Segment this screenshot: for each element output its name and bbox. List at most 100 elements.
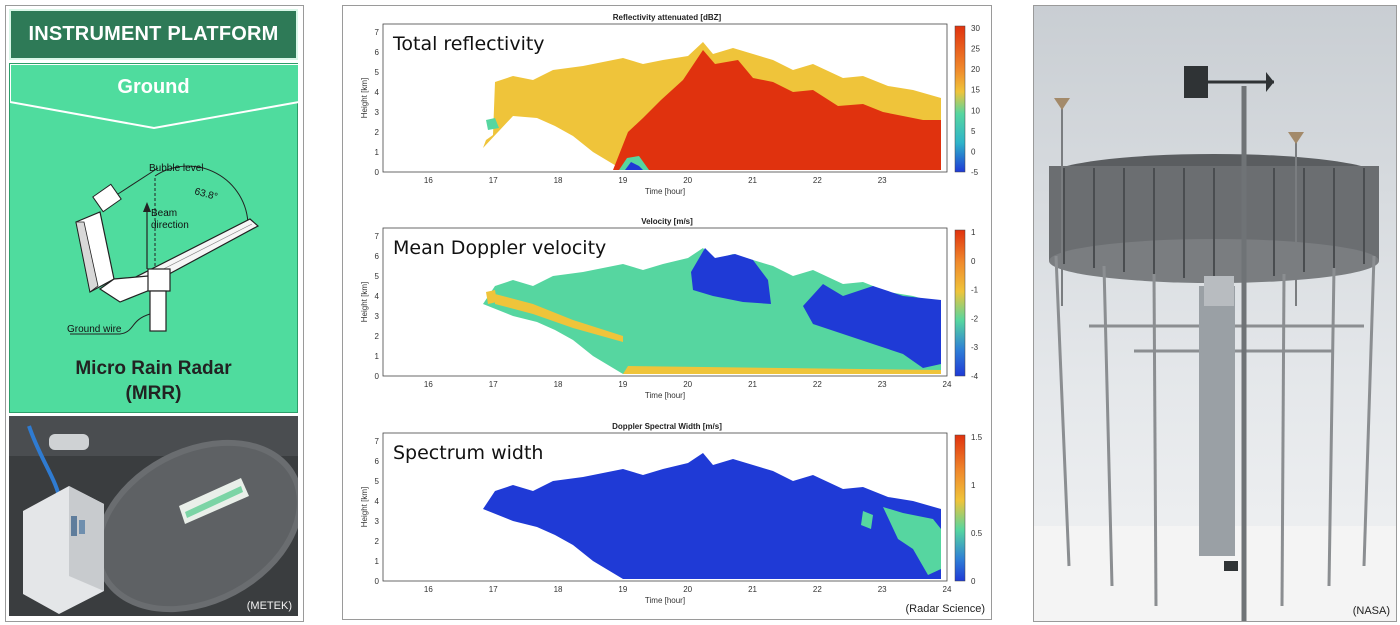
x-tick-label: 19 — [618, 176, 627, 185]
y-tick-label: 4 — [375, 497, 380, 506]
colorbar-tick-label: 30 — [971, 24, 980, 33]
x-tick-label: 16 — [424, 585, 433, 594]
plot1-title: Reflectivity attenuated [dBZ] — [612, 13, 722, 22]
x-tick-label: 22 — [813, 380, 822, 389]
x-tick-label: 21 — [748, 176, 757, 185]
plot3-title: Doppler Spectral Width [m/s] — [612, 422, 722, 431]
x-tick-label: 17 — [489, 585, 498, 594]
nasa-photo-panel: (NASA) — [1033, 5, 1397, 622]
colorbar-tick-label: 1.5 — [971, 433, 983, 442]
y-tick-label: 3 — [375, 108, 380, 117]
mrr-diagram: Bubble level 63.8° Beam direction Ground… — [10, 64, 299, 335]
y-tick-label: 4 — [375, 292, 380, 301]
x-tick-label: 18 — [554, 380, 563, 389]
bubble-level-label: Bubble level — [149, 163, 203, 174]
colorbar-tick-label: 0 — [971, 147, 976, 156]
ground-wire-label: Ground wire — [67, 324, 122, 335]
instrument-name-line2: (MRR) — [125, 383, 182, 404]
colorbar-tick-label: 25 — [971, 45, 980, 54]
x-tick-label: 22 — [813, 585, 822, 594]
plot2-xlabel: Time [hour] — [645, 391, 685, 400]
ground-section: Bubble level 63.8° Beam direction Ground… — [9, 63, 299, 413]
x-tick-label: 22 — [813, 176, 822, 185]
colorbar-tick-label: -3 — [971, 343, 979, 352]
instrument-name: Micro Rain Radar (MRR) — [10, 356, 297, 406]
y-tick-label: 3 — [375, 312, 380, 321]
colorbar-tick-label: -1 — [971, 286, 979, 295]
y-tick-label: 1 — [375, 352, 380, 361]
mrr-photo-illustration — [9, 416, 298, 616]
x-tick-label: 18 — [554, 176, 563, 185]
mrr-photo: (METEK) — [9, 416, 298, 616]
y-tick-label: 6 — [375, 252, 380, 261]
y-tick-label: 3 — [375, 517, 380, 526]
y-tick-label: 0 — [375, 168, 380, 177]
nasa-credit: (NASA) — [1352, 605, 1390, 617]
x-tick-label: 24 — [943, 585, 952, 594]
y-tick-label: 1 — [375, 148, 380, 157]
y-tick-label: 2 — [375, 128, 380, 137]
colorbar-tick-label: 1 — [971, 481, 976, 490]
colorbar-tick-label: 0 — [971, 577, 976, 586]
metek-credit: (METEK) — [246, 600, 292, 612]
x-tick-label: 20 — [683, 585, 692, 594]
radar-plots-panel: Reflectivity attenuated [dBZ] Total refl… — [342, 5, 992, 620]
beam-label-2: direction — [151, 220, 189, 231]
plot3-xlabel: Time [hour] — [645, 596, 685, 605]
x-tick-label: 23 — [878, 585, 887, 594]
y-tick-label: 6 — [375, 48, 380, 57]
plot3-ylabel: Height [km] — [360, 487, 369, 527]
colorbar-tick-label: -4 — [971, 372, 979, 381]
y-tick-label: 0 — [375, 577, 380, 586]
x-tick-label: 21 — [748, 380, 757, 389]
beam-label-1: Beam — [151, 208, 177, 219]
y-tick-label: 7 — [375, 232, 380, 241]
snow-gauge-photo — [1034, 6, 1396, 621]
colorbar-tick-label: 0 — [971, 257, 976, 266]
x-tick-label: 23 — [878, 176, 887, 185]
y-tick-label: 7 — [375, 437, 380, 446]
colorbar-tick-label: 0.5 — [971, 529, 983, 538]
angle-label: 63.8° — [193, 186, 219, 203]
y-tick-label: 7 — [375, 28, 380, 37]
y-tick-label: 1 — [375, 557, 380, 566]
x-tick-label: 16 — [424, 176, 433, 185]
x-tick-label: 19 — [618, 585, 627, 594]
plot2-ylabel: Height [km] — [360, 282, 369, 322]
x-tick-label: 17 — [489, 176, 498, 185]
y-tick-label: 2 — [375, 537, 380, 546]
ground-label: Ground — [117, 76, 190, 98]
x-tick-label: 19 — [618, 380, 627, 389]
colorbar-tick-label: -2 — [971, 314, 979, 323]
instrument-name-line1: Micro Rain Radar — [75, 358, 232, 379]
colorbar-tick-label: 5 — [971, 127, 976, 136]
colorbar-tick-label: 20 — [971, 65, 980, 74]
x-tick-label: 23 — [878, 380, 887, 389]
plot3-overlay: Spectrum width — [393, 442, 543, 464]
plot1-ylabel: Height [km] — [360, 78, 369, 118]
x-tick-label: 16 — [424, 380, 433, 389]
y-tick-label: 5 — [375, 272, 380, 281]
x-tick-label: 17 — [489, 380, 498, 389]
colorbar-tick-label: 10 — [971, 106, 980, 115]
title-banner: INSTRUMENT PLATFORM — [9, 9, 298, 60]
plot2-title: Velocity [m/s] — [641, 217, 693, 226]
panel-title: INSTRUMENT PLATFORM — [28, 23, 279, 45]
x-tick-label: 24 — [943, 380, 952, 389]
y-tick-label: 6 — [375, 457, 380, 466]
x-tick-label: 20 — [683, 176, 692, 185]
plot1-xlabel: Time [hour] — [645, 187, 685, 196]
y-tick-label: 5 — [375, 68, 380, 77]
y-tick-label: 4 — [375, 88, 380, 97]
x-tick-label: 20 — [683, 380, 692, 389]
x-tick-label: 21 — [748, 585, 757, 594]
radar-science-credit: (Radar Science) — [905, 603, 985, 615]
colorbar-tick-label: 1 — [971, 228, 976, 237]
x-tick-label: 18 — [554, 585, 563, 594]
colorbar-tick-label: -5 — [971, 168, 979, 177]
y-tick-label: 0 — [375, 372, 380, 381]
plot1-overlay: Total reflectivity — [392, 33, 545, 55]
